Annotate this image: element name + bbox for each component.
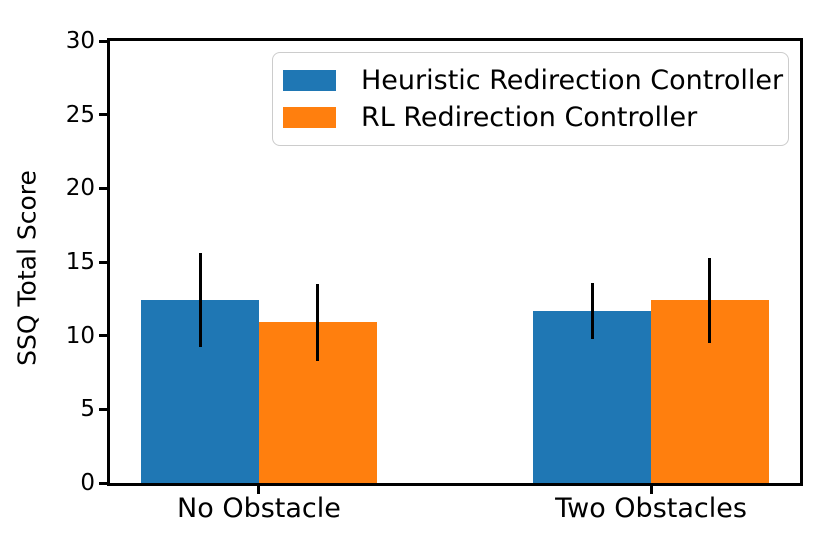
bar-heuristic-redirection-controller-two-obstacles	[533, 310, 652, 483]
y-tick-label-15: 15	[65, 249, 95, 275]
y-tick-label-0: 0	[80, 470, 95, 496]
errorbar-heuristic-redirection-controller-no-obstacle	[198, 253, 202, 348]
legend-label-heuristic: Heuristic Redirection Controller	[361, 64, 784, 96]
y-tick-0	[99, 481, 107, 485]
y-tick-25	[99, 113, 107, 117]
y-tick-label-20: 20	[65, 175, 95, 202]
errorbar-rl-redirection-controller-two-obstacles	[708, 257, 712, 344]
y-tick-label-10: 10	[65, 322, 95, 349]
plot-area	[107, 38, 803, 486]
x-tick-no-obstacle	[257, 486, 261, 494]
legend-swatch-heuristic	[283, 70, 336, 91]
y-tick-15	[99, 260, 107, 264]
x-tick-label-no-obstacle: No Obstacle	[177, 493, 341, 524]
errorbar-rl-redirection-controller-no-obstacle	[316, 284, 320, 361]
errorbar-heuristic-redirection-controller-two-obstacles	[590, 282, 594, 339]
legend: Heuristic Redirection Controller RL Redi…	[272, 52, 789, 146]
y-tick-label-5: 5	[80, 396, 95, 423]
legend-label-rl: RL Redirection Controller	[361, 101, 698, 133]
y-tick-30	[99, 39, 107, 43]
y-tick-label-30: 30	[65, 28, 95, 54]
y-tick-label-25: 25	[65, 101, 95, 128]
x-tick-label-two-obstacles: Two Obstacles	[555, 493, 747, 524]
y-tick-20	[99, 186, 107, 190]
y-tick-5	[99, 407, 107, 411]
legend-swatch-rl	[283, 107, 336, 128]
legend-item-rl: RL Redirection Controller	[283, 102, 788, 134]
legend-item-heuristic: Heuristic Redirection Controller	[283, 65, 788, 97]
y-tick-10	[99, 334, 107, 338]
x-tick-two-obstacles	[649, 486, 653, 494]
